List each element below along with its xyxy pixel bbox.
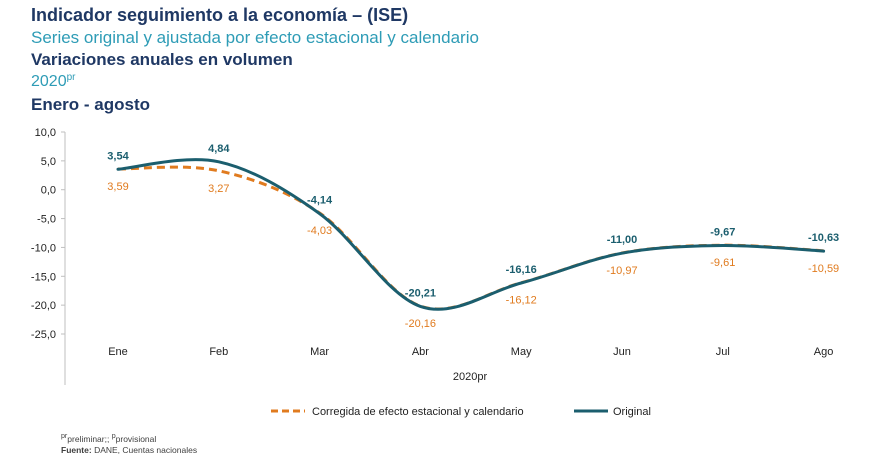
footnote-sup-pr: pr (61, 432, 68, 440)
x-tick-label: Feb (209, 346, 228, 358)
x-tick-label: Ago (814, 346, 834, 358)
x-tick-label: Jun (613, 346, 631, 358)
data-label-original: -10,63 (808, 232, 839, 244)
data-label-original: -20,21 (405, 287, 436, 299)
year-label: 2020pr (31, 72, 76, 91)
y-tick-label: -15,0 (31, 271, 56, 283)
y-tick-label: 5,0 (41, 156, 56, 168)
y-tick-label: 0,0 (41, 185, 56, 197)
y-tick-label: -5,0 (37, 214, 56, 226)
y-tick-label: -20,0 (31, 300, 56, 312)
footnote-sup-p: p (111, 432, 116, 440)
x-tick-label: Jul (716, 346, 730, 358)
measure-label: Variaciones anuales en volumen (31, 50, 293, 69)
data-label-original: -11,00 (607, 234, 638, 246)
x-tick-label: Abr (412, 346, 429, 358)
chart-subtitle: Series original y ajustada por efecto es… (31, 28, 479, 47)
data-label-adjusted: -4,03 (307, 225, 332, 237)
x-axis-title: 2020pr (453, 371, 488, 383)
chart-title: Indicador seguimiento a la economía – (I… (31, 5, 409, 25)
line-chart: 10,0 5,0 0,0 -5,0 -10,0 -15,0 -20,0 -25,0 Ene Feb… (31, 127, 839, 418)
footnote-provisional-text: provisional (115, 433, 157, 444)
data-label-adjusted: 3,59 (107, 181, 128, 193)
series-line-original (116, 158, 826, 311)
data-label-adjusted: 3,27 (208, 183, 229, 195)
source-text: DANE, Cuentas nacionales (91, 445, 198, 455)
y-tick-label: -10,0 (31, 242, 56, 254)
data-label-original: 3,54 (107, 150, 129, 162)
data-label-adjusted: -10,59 (808, 263, 839, 275)
data-label-adjusted: -9,61 (710, 257, 735, 269)
period-label: Enero - agosto (31, 95, 151, 114)
data-label-original: -16,16 (506, 264, 537, 276)
footnote-preliminary: prpreliminar;; pprovisional (61, 432, 156, 444)
data-label-original: -4,14 (307, 195, 333, 207)
legend-label-original: Original (613, 406, 651, 418)
footnote-preliminary-text: preliminar;; (67, 433, 112, 444)
footnote-source: Fuente: DANE, Cuentas nacionales (61, 445, 197, 455)
data-label-adjusted: -10,97 (606, 265, 637, 277)
data-label-original: 4,84 (208, 143, 230, 155)
year-superscript: pr (66, 72, 76, 83)
x-tick-label: Mar (310, 346, 329, 358)
year-text: 2020 (31, 73, 67, 90)
source-label: Fuente: (61, 445, 92, 455)
x-tick-label: May (511, 346, 532, 358)
data-label-adjusted: -16,12 (506, 295, 537, 307)
x-tick-label: Ene (108, 346, 128, 358)
data-label-adjusted: -20,16 (405, 318, 436, 330)
legend-label-adjusted: Corregida de efecto estacional y calenda… (312, 406, 524, 418)
y-tick-label: 10,0 (35, 127, 56, 139)
y-tick-label: -25,0 (31, 329, 56, 341)
data-label-original: -9,67 (710, 227, 735, 239)
